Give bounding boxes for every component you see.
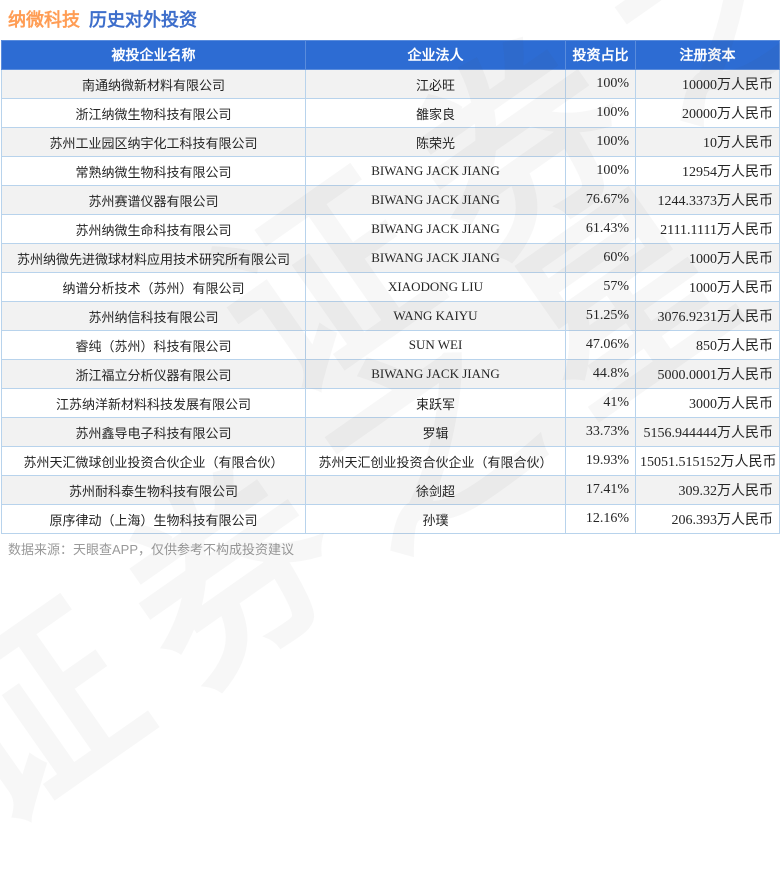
table-row: 江苏纳洋新材料科技发展有限公司 束跃军 41% 3000万人民币	[1, 388, 780, 418]
title-company-name: 纳微科技	[8, 10, 80, 30]
legal-person-cell: WANG KAIYU	[305, 301, 566, 331]
registered-capital-cell: 5000.0001万人民币	[635, 359, 780, 389]
table-body: 南通纳微新材料有限公司 江必旺 100% 10000万人民币 浙江纳微生物科技有限公司雒…	[1, 69, 780, 534]
legal-person-cell: BIWANG JACK JIANG	[305, 214, 566, 244]
title-section-label: 历史对外投资	[89, 10, 197, 30]
investment-ratio-cell: 19.93%	[565, 446, 636, 476]
investment-ratio-cell: 44.8%	[565, 359, 636, 389]
investment-ratio-cell: 100%	[565, 98, 636, 128]
company-name-cell: 南通纳微新材料有限公司	[1, 69, 306, 99]
registered-capital-cell: 309.32万人民币	[635, 475, 780, 505]
registered-capital-cell: 5156.944444万人民币	[635, 417, 780, 447]
company-name-cell: 苏州耐科泰生物科技有限公司	[1, 475, 306, 505]
investment-ratio-cell: 100%	[565, 69, 636, 99]
investment-ratio-cell: 60%	[565, 243, 636, 273]
investment-ratio-cell: 51.25%	[565, 301, 636, 331]
legal-person-cell: XIAODONG LIU	[305, 272, 566, 302]
registered-capital-cell: 3076.9231万人民币	[635, 301, 780, 331]
header-registered-capital: 注册资本	[635, 40, 780, 70]
company-name-cell: 苏州鑫导电子科技有限公司	[1, 417, 306, 447]
registered-capital-cell: 850万人民币	[635, 330, 780, 360]
company-name-cell: 纳谱分析技术（苏州）有限公司	[1, 272, 306, 302]
company-name-cell: 浙江纳微生物科技有限公司	[1, 98, 306, 128]
legal-person-cell: 雒家良	[305, 98, 566, 128]
table-row: 苏州赛谱仪器有限公司 BIWANG JACK JIANG 76.67% 1244.33…	[1, 185, 780, 215]
table-row: 苏州耐科泰生物科技有限公司 徐剑超 17.41% 309.32万人民币	[1, 475, 780, 505]
table-row: 苏州纳微生命科技有限公司 BIWANG JACK JIANG 61.43% 2111.…	[1, 214, 780, 244]
legal-person-cell: BIWANG JACK JIANG	[305, 243, 566, 273]
registered-capital-cell: 20000万人民币	[635, 98, 780, 128]
registered-capital-cell: 206.393万人民币	[635, 504, 780, 534]
table-row: 苏州纳微先进微球材料应用技术研究所有限公司 BIWANG JACK JIANG 60…	[1, 243, 780, 273]
investment-ratio-cell: 76.67%	[565, 185, 636, 215]
investment-ratio-cell: 100%	[565, 127, 636, 157]
table-row: 常熟纳微生物科技有限公司 BIWANG JACK JIANG 100% 12954万人…	[1, 156, 780, 186]
investment-ratio-cell: 47.06%	[565, 330, 636, 360]
investment-ratio-cell: 33.73%	[565, 417, 636, 447]
header-legal-person: 企业法人	[305, 40, 566, 70]
legal-person-cell: 束跃军	[305, 388, 566, 418]
header-investment-ratio: 投资占比	[565, 40, 636, 70]
table-row: 苏州纳信科技有限公司 WANG KAIYU 51.25% 3076.9231万人民币	[1, 301, 780, 331]
registered-capital-cell: 3000万人民币	[635, 388, 780, 418]
legal-person-cell: BIWANG JACK JIANG	[305, 359, 566, 389]
investment-ratio-cell: 41%	[565, 388, 636, 418]
company-name-cell: 苏州赛谱仪器有限公司	[1, 185, 306, 215]
investment-ratio-cell: 100%	[565, 156, 636, 186]
legal-person-cell: 罗辑	[305, 417, 566, 447]
investment-ratio-cell: 61.43%	[565, 214, 636, 244]
registered-capital-cell: 12954万人民币	[635, 156, 780, 186]
table-row: 南通纳微新材料有限公司 江必旺 100% 10000万人民币	[1, 69, 780, 99]
investment-ratio-cell: 17.41%	[565, 475, 636, 505]
legal-person-cell: SUN WEI	[305, 330, 566, 360]
company-name-cell: 江苏纳洋新材料科技发展有限公司	[1, 388, 306, 418]
page-title: 纳微科技 历史对外投资	[8, 6, 197, 32]
registered-capital-cell: 1000万人民币	[635, 272, 780, 302]
company-name-cell: 苏州纳微生命科技有限公司	[1, 214, 306, 244]
table-row: 纳谱分析技术（苏州）有限公司 XIAODONG LIU 57% 1000万人民币	[1, 272, 780, 302]
header-company-name: 被投企业名称	[1, 40, 306, 70]
table-row: 浙江福立分析仪器有限公司 BIWANG JACK JIANG 44.8% 5000.0…	[1, 359, 780, 389]
table-header-row: 被投企业名称 企业法人 投资占比 注册资本	[1, 40, 780, 70]
company-name-cell: 浙江福立分析仪器有限公司	[1, 359, 306, 389]
table-row: 苏州工业园区纳宇化工科技有限公司 陈荣光 100% 10万人民币	[1, 127, 780, 157]
registered-capital-cell: 2111.1111万人民币	[635, 214, 780, 244]
table-row: 原序律动（上海）生物科技有限公司 孙璞 12.16% 206.393万人民币	[1, 504, 780, 534]
registered-capital-cell: 10万人民币	[635, 127, 780, 157]
data-source-note: 数据来源：天眼查APP，仅供参考不构成投资建议	[8, 542, 295, 557]
investment-ratio-cell: 12.16%	[565, 504, 636, 534]
table-row: 苏州天汇微球创业投资合伙企业（有限合伙） 苏州天汇创业投资合伙企业（有限合伙） 19…	[1, 446, 780, 476]
company-name-cell: 原序律动（上海）生物科技有限公司	[1, 504, 306, 534]
legal-person-cell: BIWANG JACK JIANG	[305, 185, 566, 215]
legal-person-cell: 江必旺	[305, 69, 566, 99]
table-row: 睿纯（苏州）科技有限公司 SUN WEI 47.06% 850万人民币	[1, 330, 780, 360]
registered-capital-cell: 1244.3373万人民币	[635, 185, 780, 215]
table-row: 浙江纳微生物科技有限公司 雒家良 100% 20000万人民币	[1, 98, 780, 128]
legal-person-cell: BIWANG JACK JIANG	[305, 156, 566, 186]
company-name-cell: 常熟纳微生物科技有限公司	[1, 156, 306, 186]
registered-capital-cell: 10000万人民币	[635, 69, 780, 99]
company-name-cell: 苏州工业园区纳宇化工科技有限公司	[1, 127, 306, 157]
registered-capital-cell: 1000万人民币	[635, 243, 780, 273]
company-name-cell: 睿纯（苏州）科技有限公司	[1, 330, 306, 360]
legal-person-cell: 孙璞	[305, 504, 566, 534]
investment-table: 被投企业名称 企业法人 投资占比 注册资本 南通纳微新材料有限公司 江必旺 100%…	[1, 40, 780, 534]
legal-person-cell: 徐剑超	[305, 475, 566, 505]
table-row: 苏州鑫导电子科技有限公司 罗辑 33.73% 5156.944444万人民币	[1, 417, 780, 447]
company-name-cell: 苏州纳信科技有限公司	[1, 301, 306, 331]
registered-capital-cell: 15051.515152万人民币	[635, 446, 780, 476]
legal-person-cell: 苏州天汇创业投资合伙企业（有限合伙）	[305, 446, 566, 476]
company-name-cell: 苏州纳微先进微球材料应用技术研究所有限公司	[1, 243, 306, 273]
legal-person-cell: 陈荣光	[305, 127, 566, 157]
investment-ratio-cell: 57%	[565, 272, 636, 302]
company-name-cell: 苏州天汇微球创业投资合伙企业（有限合伙）	[1, 446, 306, 476]
